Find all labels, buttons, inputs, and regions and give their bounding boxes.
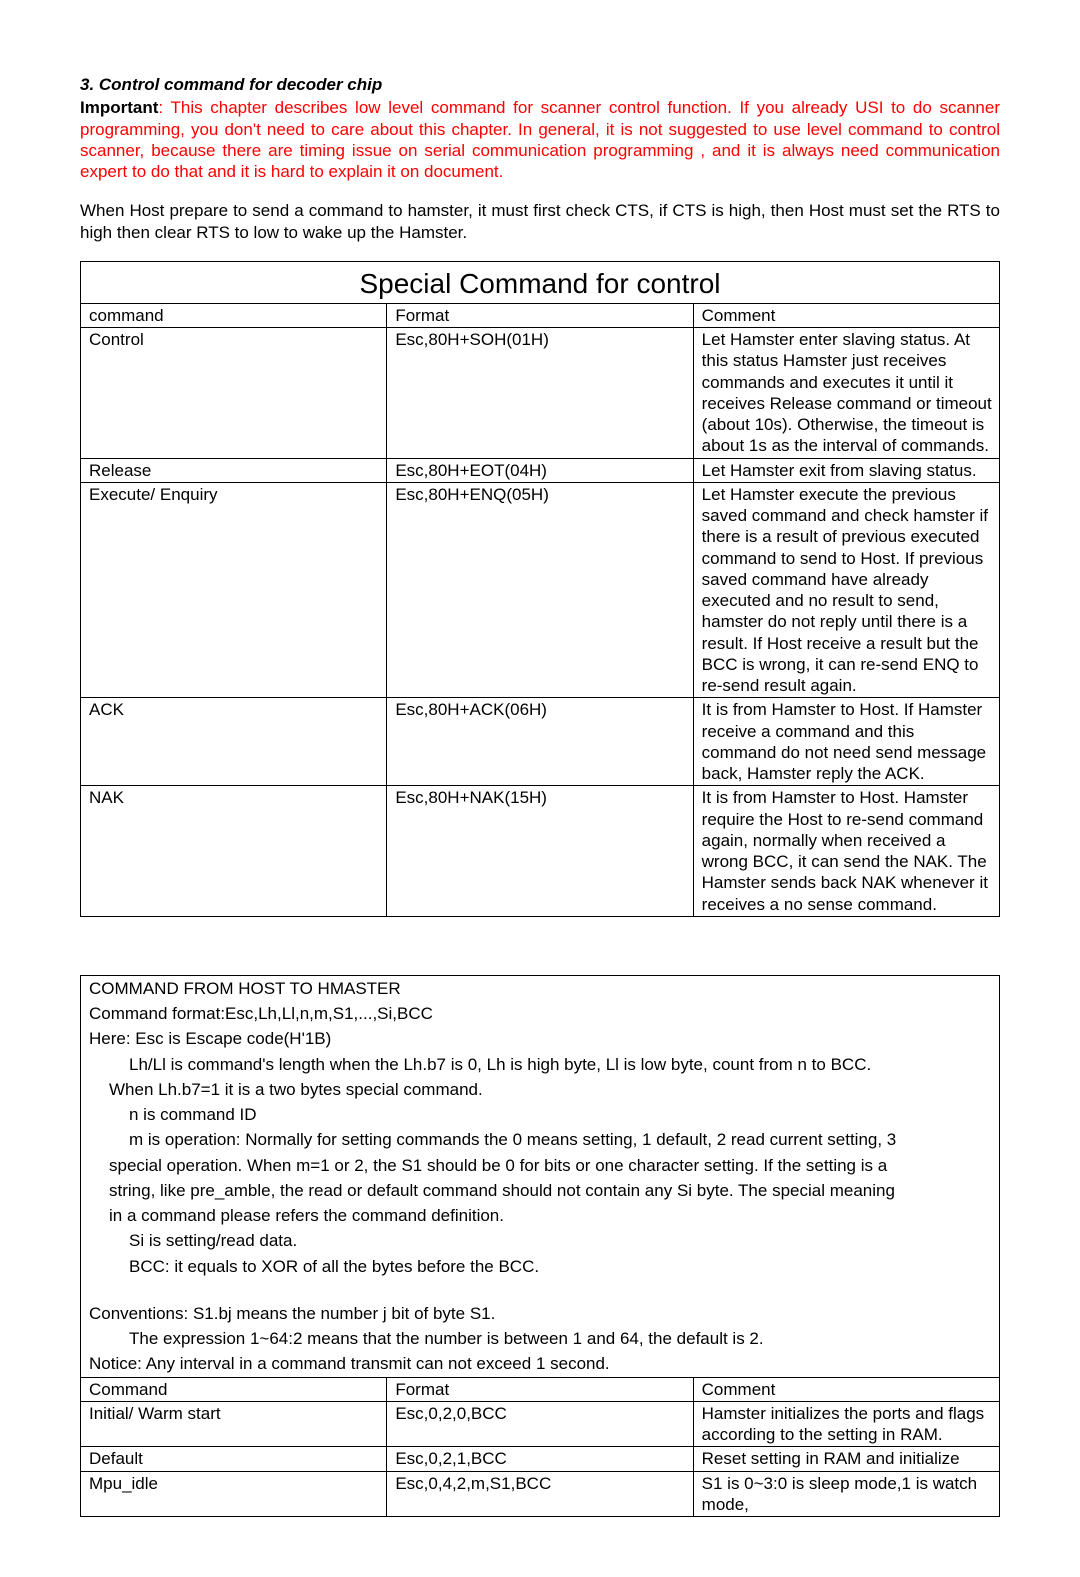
table-row: Release Esc,80H+EOT(04H) Let Hamster exi… [81, 458, 1000, 482]
table-header: command [81, 303, 387, 327]
intro-paragraph: When Host prepare to send a command to h… [80, 200, 1000, 243]
cell-format: Esc,80H+ACK(06H) [387, 698, 693, 786]
box-line: Conventions: S1.bj means the number j bi… [81, 1301, 1000, 1326]
cell-command: Control [81, 328, 387, 459]
table-row: Default Esc,0,2,1,BCC Reset setting in R… [81, 1447, 1000, 1471]
cell-command: NAK [81, 786, 387, 917]
box-line: Si is setting/read data. [81, 1228, 1000, 1253]
cell-format: Esc,0,2,0,BCC [387, 1401, 693, 1447]
box-line: BCC: it equals to XOR of all the bytes b… [81, 1254, 1000, 1279]
cell-comment: Let Hamster execute the previous saved c… [693, 482, 999, 698]
table-title: Special Command for control [81, 261, 1000, 303]
cell-format: Esc,80H+ENQ(05H) [387, 482, 693, 698]
cell-comment: S1 is 0~3:0 is sleep mode,1 is watch mod… [693, 1471, 999, 1517]
box-line: special operation. When m=1 or 2, the S1… [81, 1153, 1000, 1178]
table-row: Control Esc,80H+SOH(01H) Let Hamster ent… [81, 328, 1000, 459]
cell-command: Initial/ Warm start [81, 1401, 387, 1447]
cell-command: Release [81, 458, 387, 482]
cell-comment: Reset setting in RAM and initialize [693, 1447, 999, 1471]
box-line: n is command ID [81, 1102, 1000, 1127]
cell-format: Esc,0,2,1,BCC [387, 1447, 693, 1471]
host-command-table: COMMAND FROM HOST TO HMASTER Command for… [80, 975, 1000, 1517]
table-header: Format [387, 1377, 693, 1401]
box-line: Here: Esc is Escape code(H'1B) [81, 1026, 1000, 1051]
box-line: The expression 1~64:2 means that the num… [81, 1326, 1000, 1351]
table-row: NAK Esc,80H+NAK(15H) It is from Hamster … [81, 786, 1000, 917]
box-blank [81, 1279, 1000, 1301]
table-row: Mpu_idle Esc,0,4,2,m,S1,BCC S1 is 0~3:0 … [81, 1471, 1000, 1517]
cell-comment: Hamster initializes the ports and flags … [693, 1401, 999, 1447]
cell-format: Esc,0,4,2,m,S1,BCC [387, 1471, 693, 1517]
cell-command: Execute/ Enquiry [81, 482, 387, 698]
box-line: Command format:Esc,Lh,Ll,n,m,S1,...,Si,B… [81, 1001, 1000, 1026]
cell-command: Default [81, 1447, 387, 1471]
box-line: Notice: Any interval in a command transm… [81, 1351, 1000, 1377]
table-header: Comment [693, 1377, 999, 1401]
cell-comment: It is from Hamster to Host. Hamster requ… [693, 786, 999, 917]
cell-comment: Let Hamster enter slaving status. At thi… [693, 328, 999, 459]
box-line: Lh/Ll is command's length when the Lh.b7… [81, 1052, 1000, 1077]
cell-format: Esc,80H+SOH(01H) [387, 328, 693, 459]
table-header: Format [387, 303, 693, 327]
special-command-table: Special Command for control command Form… [80, 261, 1000, 917]
cell-format: Esc,80H+NAK(15H) [387, 786, 693, 917]
table-row: Execute/ Enquiry Esc,80H+ENQ(05H) Let Ha… [81, 482, 1000, 698]
cell-command: Mpu_idle [81, 1471, 387, 1517]
box-line: When Lh.b7=1 it is a two bytes special c… [81, 1077, 1000, 1102]
table-header: Command [81, 1377, 387, 1401]
table-header: Comment [693, 303, 999, 327]
important-paragraph: Important: This chapter describes low le… [80, 97, 1000, 182]
cell-format: Esc,80H+EOT(04H) [387, 458, 693, 482]
table-row: ACK Esc,80H+ACK(06H) It is from Hamster … [81, 698, 1000, 786]
section-title: 3. Control command for decoder chip [80, 74, 1000, 95]
cell-command: ACK [81, 698, 387, 786]
box-title: COMMAND FROM HOST TO HMASTER [81, 975, 1000, 1001]
important-text: : This chapter describes low level comma… [80, 98, 1000, 181]
cell-comment: It is from Hamster to Host. If Hamster r… [693, 698, 999, 786]
box-line: string, like pre_amble, the read or defa… [81, 1178, 1000, 1203]
box-line: in a command please refers the command d… [81, 1203, 1000, 1228]
cell-comment: Let Hamster exit from slaving status. [693, 458, 999, 482]
box-line: m is operation: Normally for setting com… [81, 1127, 1000, 1152]
table-row: Initial/ Warm start Esc,0,2,0,BCC Hamste… [81, 1401, 1000, 1447]
important-label: Important [80, 98, 158, 117]
